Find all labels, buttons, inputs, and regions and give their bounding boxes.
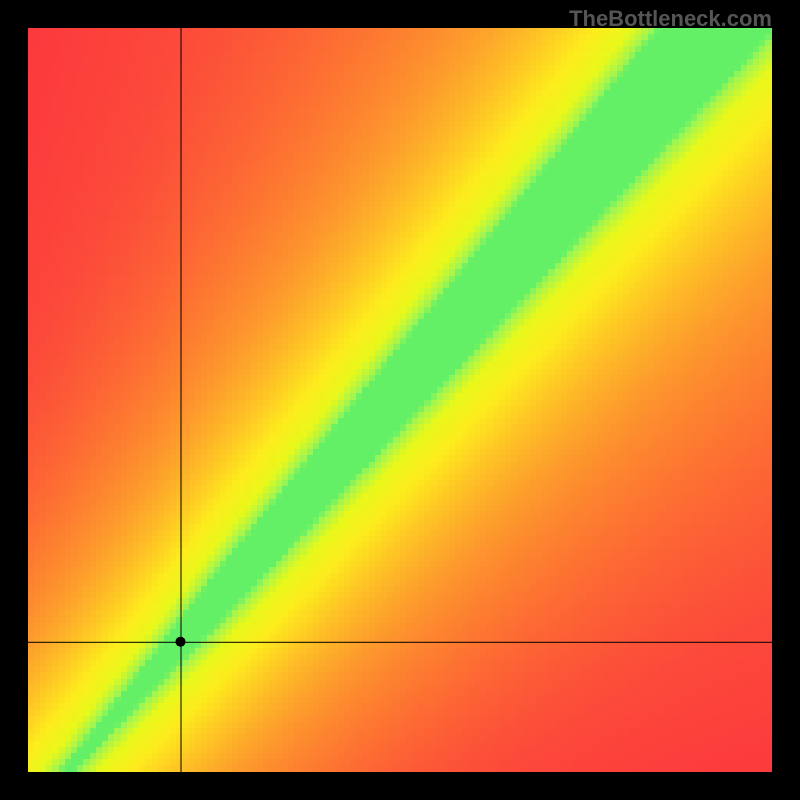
bottleneck-heatmap (28, 28, 772, 772)
heatmap-canvas (28, 28, 772, 772)
watermark-text: TheBottleneck.com (569, 6, 772, 32)
